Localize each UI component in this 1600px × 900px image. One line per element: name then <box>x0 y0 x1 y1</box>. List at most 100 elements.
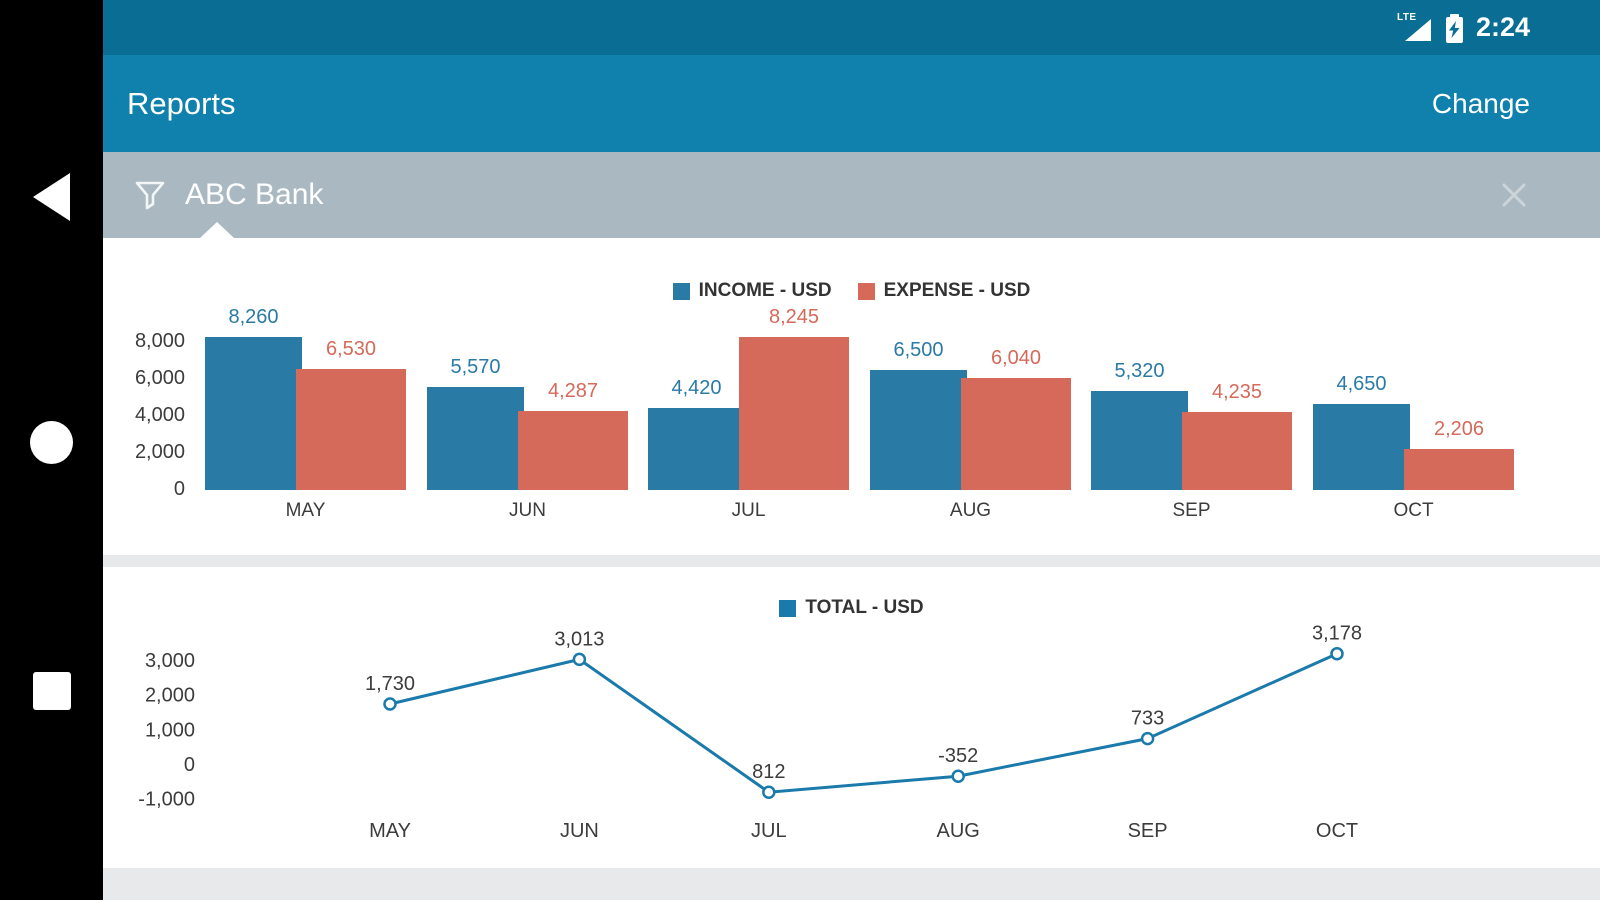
point-value-label: 3,013 <box>554 628 604 650</box>
bar-income-jul <box>648 408 745 490</box>
bar-expense-oct <box>1404 449 1514 490</box>
bar-chart-plot: 8,000 6,000 4,000 2,000 0 8,260 6,530 MAY 5,570 4… <box>103 238 1600 555</box>
total-line <box>389 652 1338 794</box>
bar-value-label: 8,245 <box>768 306 820 328</box>
android-nav-bar <box>0 0 103 900</box>
x-axis-label: SEP <box>1128 820 1168 842</box>
data-point-sep <box>1140 731 1155 746</box>
x-axis-label: JUL <box>731 500 766 521</box>
legend-label: INCOME - USD <box>698 280 832 301</box>
filter-funnel-icon <box>135 181 165 210</box>
change-button[interactable]: Change <box>1431 87 1530 119</box>
legend-swatch <box>779 599 797 617</box>
filter-bar: ABC Bank <box>103 152 1600 238</box>
bar-income-aug <box>870 370 967 490</box>
recents-icon <box>32 672 71 710</box>
cellular-signal-icon: LTE <box>1397 12 1433 44</box>
y-axis-tick: 6,000 <box>134 366 185 389</box>
bar-income-may <box>205 337 302 490</box>
app-bar: Reports Change <box>103 55 1600 152</box>
x-axis-label: OCT <box>1393 500 1434 521</box>
y-axis-tick: 1,000 <box>145 719 195 741</box>
bar-income-oct <box>1313 404 1410 490</box>
x-axis-label: OCT <box>1316 820 1358 842</box>
y-axis-tick: -1,000 <box>138 789 195 811</box>
y-axis-tick: 2,000 <box>145 685 195 707</box>
y-axis-tick: 4,000 <box>134 403 185 426</box>
data-point-oct <box>1330 646 1344 661</box>
line-chart-legend: TOTAL - USD <box>103 597 1600 619</box>
data-point-may <box>383 697 397 711</box>
filter-notch <box>200 222 234 238</box>
close-icon <box>1502 183 1526 207</box>
status-bar: LTE 2:24 <box>103 0 1600 55</box>
data-point-jul <box>762 785 776 799</box>
home-button[interactable] <box>0 418 103 466</box>
bar-value-label: 6,500 <box>893 339 944 361</box>
card-divider <box>103 555 1600 567</box>
bar-chart-card: INCOME - USD EXPENSE - USD 8,000 6,000 4,00… <box>103 238 1600 555</box>
bar-value-label: 6,040 <box>990 347 1042 369</box>
battery-icon <box>1445 13 1463 43</box>
bar-expense-sep <box>1182 412 1292 490</box>
reports-content: INCOME - USD EXPENSE - USD 8,000 6,000 4,00… <box>103 238 1600 900</box>
legend-item: INCOME - USD <box>672 280 832 302</box>
y-axis-tick: 8,000 <box>134 329 185 352</box>
bar-value-label: 6,530 <box>325 338 377 360</box>
recents-button[interactable] <box>0 668 103 714</box>
bar-income-jun <box>427 387 524 490</box>
x-axis-label: SEP <box>1172 500 1211 521</box>
data-point-jun <box>572 652 587 667</box>
bar-value-label: 8,260 <box>228 306 279 328</box>
y-axis-tick: 0 <box>184 754 195 776</box>
bar-value-label: 2,206 <box>1433 418 1485 440</box>
legend-label: TOTAL - USD <box>805 597 924 618</box>
clock: 2:24 <box>1475 12 1530 42</box>
bar-expense-jul <box>739 337 849 490</box>
legend-item: EXPENSE - USD <box>857 280 1031 302</box>
back-button[interactable] <box>0 170 103 224</box>
legend-item: TOTAL - USD <box>779 597 924 619</box>
legend-label: EXPENSE - USD <box>883 280 1031 301</box>
bar-value-label: 4,650 <box>1336 373 1387 395</box>
x-axis-label: JUN <box>560 820 599 842</box>
app-window: LTE 2:24 Reports Change ABC Bank INCOME … <box>103 0 1600 900</box>
bar-value-label: 5,320 <box>1114 360 1165 382</box>
bar-value-label: 4,287 <box>547 380 599 402</box>
y-axis-tick: 2,000 <box>134 440 185 463</box>
data-point-aug <box>951 769 965 783</box>
signal-triangle-icon <box>1404 18 1431 41</box>
bar-expense-jun <box>518 411 628 490</box>
y-axis-tick: 0 <box>173 478 185 500</box>
bar-income-sep <box>1091 391 1188 490</box>
point-value-label: 1,730 <box>365 673 415 695</box>
x-axis-label: JUL <box>751 820 787 842</box>
bar-expense-may <box>296 369 406 490</box>
point-value-label: 3,178 <box>1312 623 1362 645</box>
point-value-label: 733 <box>1131 708 1164 730</box>
x-axis-label: AUG <box>949 500 992 521</box>
line-chart-card: TOTAL - USD 3,000 2,000 1,000 0 -1,000 1,730 M… <box>103 567 1600 868</box>
bar-expense-aug <box>961 378 1071 490</box>
home-icon <box>30 420 73 464</box>
x-axis-label: JUN <box>509 500 546 521</box>
legend-swatch <box>857 282 875 300</box>
filter-label: ABC Bank <box>185 178 324 211</box>
network-type-label: LTE <box>1396 11 1417 23</box>
back-icon <box>33 173 70 221</box>
bar-value-label: 4,235 <box>1211 381 1263 403</box>
legend-swatch <box>672 282 690 300</box>
y-axis-tick: 3,000 <box>145 650 195 672</box>
x-axis-label: AUG <box>937 820 980 842</box>
close-filter-button[interactable] <box>1498 179 1530 211</box>
bar-chart-legend: INCOME - USD EXPENSE - USD <box>103 280 1600 302</box>
page-title: Reports <box>127 85 236 121</box>
x-axis-label: MAY <box>285 500 326 521</box>
bar-value-label: 4,420 <box>671 377 722 399</box>
point-value-label: 812 <box>752 761 785 783</box>
line-chart-svg: 3,000 2,000 1,000 0 -1,000 1,730 MAY 3,013 JUN 81… <box>138 623 1362 842</box>
point-value-label: -352 <box>938 745 978 767</box>
x-axis-label: MAY <box>369 820 411 842</box>
bar-value-label: 5,570 <box>450 356 501 378</box>
charging-bolt-icon <box>1448 21 1460 38</box>
